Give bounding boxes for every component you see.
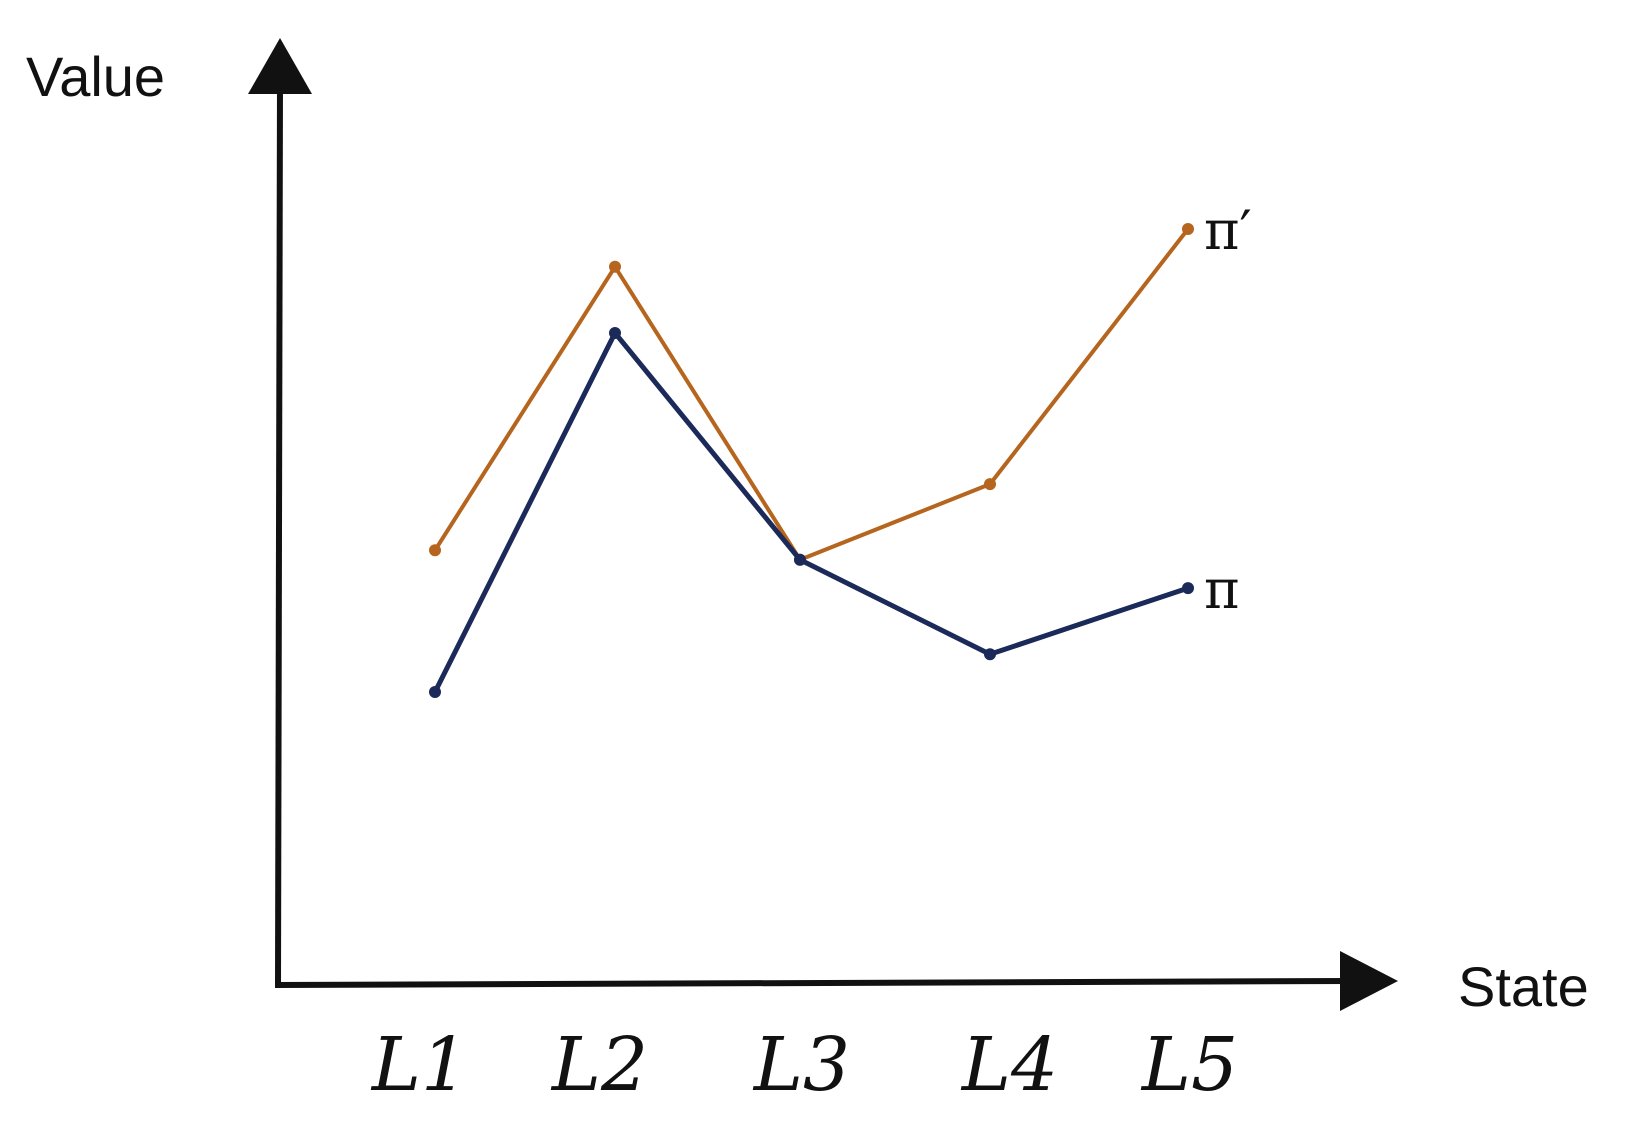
- y-axis-arrowhead: [248, 38, 312, 94]
- data-point-pi-prime-l2: [609, 260, 621, 273]
- data-point-pi-prime-l1: [429, 544, 441, 557]
- data-point-pi-prime-l4: [984, 478, 996, 491]
- x-tick-label-l3: L3: [752, 1022, 850, 1108]
- data-point-pi-prime-l5: [1182, 223, 1194, 235]
- x-tick-labels: L1 L2 L3 L4 L5: [370, 1022, 1238, 1108]
- x-axis-arrowhead: [1340, 951, 1398, 1011]
- series-line-pi: [432, 330, 1189, 694]
- x-tick-label-l2: L2: [550, 1022, 648, 1108]
- y-axis-title: Value: [26, 45, 165, 108]
- series-label-pi-prime: π′: [1204, 199, 1252, 262]
- x-tick-label-l5: L5: [1140, 1022, 1238, 1108]
- series-label-pi: π: [1204, 558, 1240, 621]
- series-line-pi-prime: [433, 227, 1190, 562]
- x-tick-label-l1: L1: [370, 1022, 468, 1108]
- data-point-pi-l3: [794, 553, 806, 566]
- x-tick-label-l4: L4: [960, 1022, 1058, 1108]
- data-point-pi-l2: [609, 326, 621, 339]
- data-point-pi-l5: [1182, 582, 1194, 595]
- x-axis-title: State: [1458, 955, 1589, 1018]
- y-axis-line: [275, 79, 283, 986]
- x-axis-line: [274, 978, 1351, 988]
- data-point-pi-l4: [984, 648, 996, 661]
- series-group: π′ π: [429, 199, 1252, 699]
- data-point-pi-l1: [429, 686, 441, 699]
